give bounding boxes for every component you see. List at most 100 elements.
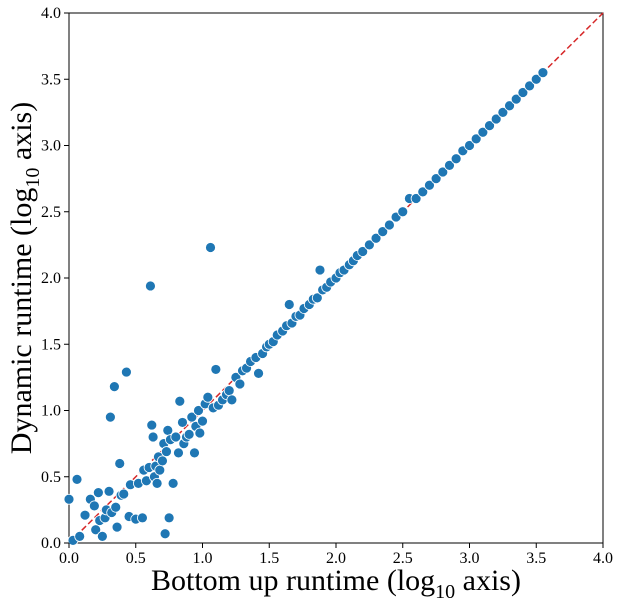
y-tick-label: 0.5 — [41, 469, 61, 486]
data-point — [103, 485, 115, 497]
data-point — [96, 530, 108, 542]
data-point — [71, 473, 83, 485]
data-point — [363, 239, 375, 251]
data-point — [417, 186, 429, 198]
y-tick-label: 1.5 — [41, 336, 61, 353]
data-point — [477, 126, 489, 138]
data-point — [159, 528, 171, 540]
data-point — [157, 455, 168, 467]
data-point — [226, 394, 238, 406]
data-point — [510, 93, 522, 105]
x-tick-label: 3.5 — [526, 550, 546, 567]
x-tick-label: 0.5 — [126, 550, 146, 567]
x-tick-label: 0.0 — [59, 550, 79, 567]
data-point — [173, 447, 184, 459]
data-point — [111, 521, 123, 533]
data-point — [383, 219, 395, 231]
data-point — [234, 378, 246, 390]
data-point — [183, 428, 195, 440]
data-point — [108, 381, 120, 393]
y-tick-label: 1.0 — [41, 403, 61, 420]
data-point — [90, 524, 102, 536]
data-point — [437, 166, 449, 178]
data-point — [114, 458, 126, 469]
data-point — [104, 411, 116, 423]
data-point — [202, 391, 214, 403]
data-point — [147, 431, 159, 443]
x-tick-label: 2.0 — [326, 550, 346, 567]
data-point — [186, 411, 198, 423]
y-tick-label: 3.0 — [41, 138, 61, 155]
data-point — [470, 133, 482, 145]
data-point — [74, 530, 86, 542]
data-point — [210, 364, 222, 375]
y-tick-label: 3.5 — [41, 71, 61, 88]
x-axis-title-main: Bottom up runtime (log — [151, 564, 435, 597]
y-axis-title: Dynamic runtime (log10 axis) — [5, 102, 44, 454]
data-point — [154, 464, 166, 476]
data-point — [524, 80, 535, 92]
data-point — [517, 87, 529, 98]
data-point — [223, 385, 235, 397]
y-axis-ticks: 0.0 0.5 1.0 1.5 2.0 2.5 3.0 3.5 4.0 — [41, 5, 69, 552]
data-point — [177, 417, 188, 428]
data-point — [137, 512, 148, 524]
y-axis-title-main: Dynamic runtime (log — [5, 188, 38, 455]
data-point — [121, 366, 132, 378]
data-point — [88, 500, 100, 512]
data-point — [145, 280, 156, 292]
y-tick-label: 2.5 — [41, 204, 61, 221]
data-point — [424, 179, 435, 191]
data-point — [450, 153, 462, 165]
data-point — [504, 100, 515, 112]
x-axis-title-subscript: 10 — [435, 581, 455, 603]
data-point — [497, 106, 509, 118]
data-point — [370, 232, 382, 244]
data-point — [193, 405, 204, 416]
data-point — [92, 487, 104, 499]
data-point — [170, 431, 182, 443]
data-point — [283, 299, 295, 310]
data-point — [161, 446, 172, 457]
data-point — [146, 419, 158, 431]
data-point — [110, 501, 122, 513]
data-point — [357, 246, 369, 257]
y-tick-label: 4.0 — [41, 5, 61, 22]
data-point — [377, 226, 389, 238]
data-point — [167, 477, 179, 489]
data-point — [163, 512, 175, 524]
data-point — [464, 140, 475, 151]
data-point — [397, 206, 409, 218]
data-point — [430, 173, 442, 185]
data-point — [194, 427, 206, 439]
data-point — [118, 488, 130, 500]
data-point — [311, 292, 323, 304]
data-point — [205, 242, 216, 253]
x-tick-label: 4.0 — [593, 550, 613, 567]
data-point — [484, 120, 495, 132]
data-point — [189, 447, 200, 459]
data-point — [197, 415, 208, 427]
x-axis-title: Bottom up runtime (log10 axis) — [151, 564, 521, 603]
data-point — [490, 113, 502, 125]
data-points — [63, 67, 549, 546]
data-point — [410, 193, 422, 204]
data-point — [314, 264, 326, 276]
y-tick-label: 0.0 — [41, 535, 61, 552]
y-axis-title-end: axis) — [5, 102, 38, 168]
data-point — [530, 73, 542, 85]
data-point — [444, 159, 455, 171]
data-point — [253, 367, 264, 379]
x-tick-label: 1.0 — [193, 550, 213, 567]
x-tick-label: 2.5 — [393, 550, 413, 567]
y-tick-label: 2.0 — [41, 270, 61, 287]
x-axis-ticks: 0.0 0.5 1.0 1.5 2.0 2.5 3.0 3.5 4.0 — [59, 543, 613, 567]
data-point — [151, 477, 163, 489]
x-axis-title-end: axis) — [455, 564, 521, 597]
y-axis-title-subscript: 10 — [22, 168, 44, 188]
data-point — [63, 493, 75, 505]
data-point — [174, 395, 186, 407]
data-point — [537, 67, 549, 79]
x-tick-label: 3.0 — [460, 550, 480, 567]
